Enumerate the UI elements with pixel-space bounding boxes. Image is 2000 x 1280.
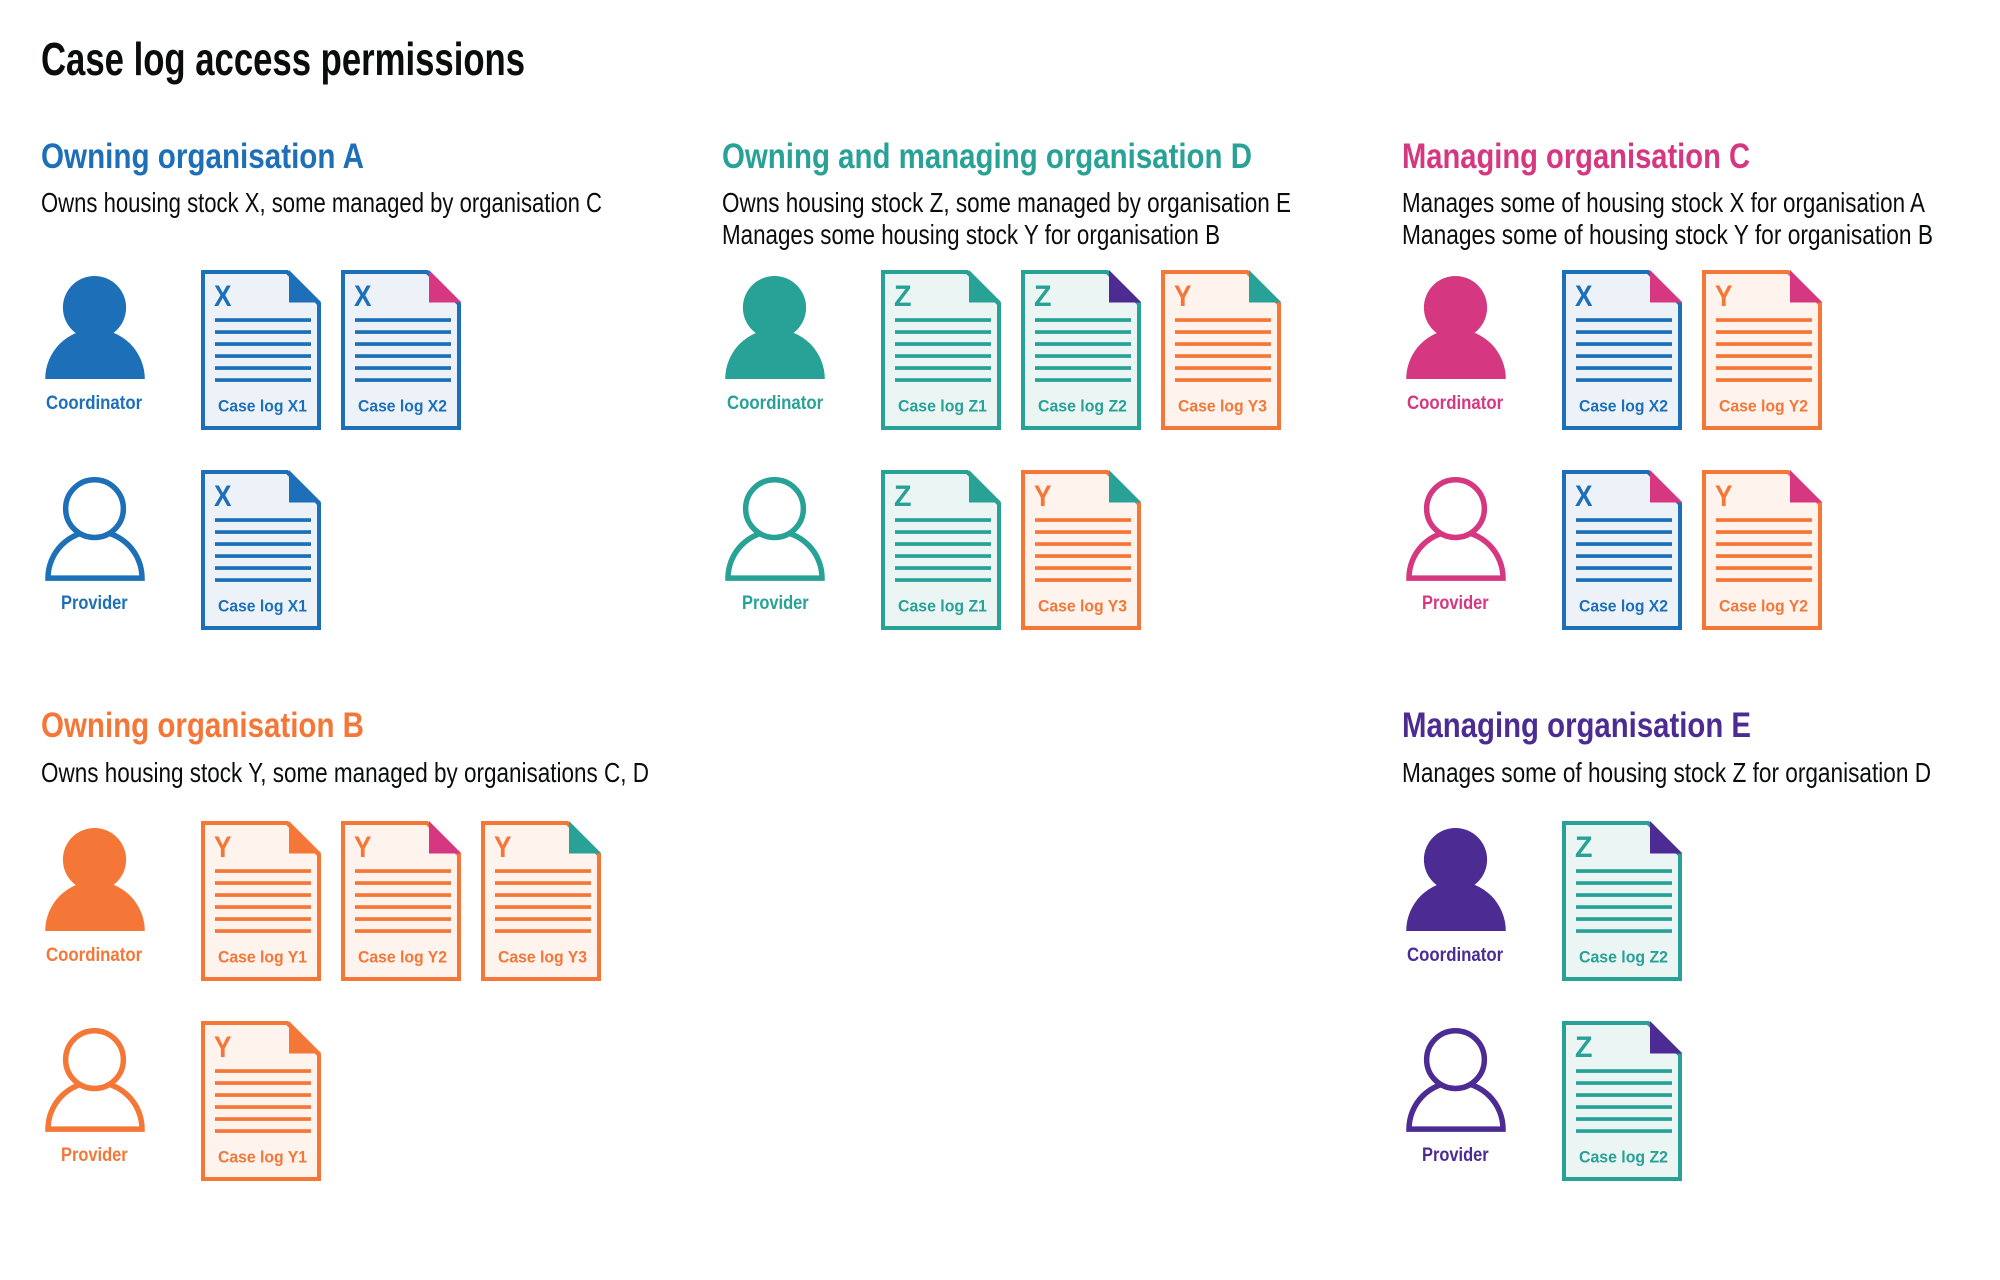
svg-text:Case log Z2: Case log Z2: [1579, 1148, 1668, 1167]
svg-text:Case log Y2: Case log Y2: [1719, 396, 1808, 415]
svg-text:Case log Y3: Case log Y3: [1038, 597, 1127, 616]
svg-text:Case log Z1: Case log Z1: [898, 396, 987, 415]
svg-text:X: X: [214, 480, 232, 513]
svg-text:Y: Y: [1174, 280, 1192, 313]
svg-text:Case log Z2: Case log Z2: [1579, 948, 1668, 967]
svg-text:Y: Y: [1715, 480, 1733, 513]
svg-text:Case log Y3: Case log Y3: [498, 948, 587, 967]
svg-text:Z: Z: [1034, 280, 1052, 313]
svg-text:X: X: [1575, 280, 1593, 313]
svg-text:Z: Z: [894, 480, 912, 513]
svg-text:Case log Y1: Case log Y1: [218, 1148, 307, 1167]
svg-text:X: X: [1575, 480, 1593, 513]
svg-text:Z: Z: [1575, 1031, 1593, 1064]
svg-text:Case log Y3: Case log Y3: [1178, 396, 1267, 415]
svg-text:X: X: [354, 280, 372, 313]
svg-text:Case log Y2: Case log Y2: [358, 948, 447, 967]
svg-text:Y: Y: [1715, 280, 1733, 313]
svg-text:Case log Z2: Case log Z2: [1038, 396, 1127, 415]
svg-text:Y: Y: [494, 831, 512, 864]
svg-text:Case log Y2: Case log Y2: [1719, 597, 1808, 616]
svg-text:Y: Y: [1034, 480, 1052, 513]
svg-text:Z: Z: [894, 280, 912, 313]
svg-text:Y: Y: [354, 831, 372, 864]
svg-text:Case log X1: Case log X1: [218, 597, 307, 616]
svg-text:Case log Z1: Case log Z1: [898, 597, 987, 616]
svg-text:Case log X2: Case log X2: [1579, 396, 1668, 415]
svg-text:Case log X2: Case log X2: [1579, 597, 1668, 616]
svg-text:Case log X1: Case log X1: [218, 396, 307, 415]
svg-text:X: X: [214, 280, 232, 313]
svg-text:Y: Y: [214, 1031, 232, 1064]
svg-text:Case log Y1: Case log Y1: [218, 948, 307, 967]
svg-text:Case log X2: Case log X2: [358, 396, 447, 415]
svg-text:Y: Y: [214, 831, 232, 864]
svg-text:Z: Z: [1575, 831, 1593, 864]
